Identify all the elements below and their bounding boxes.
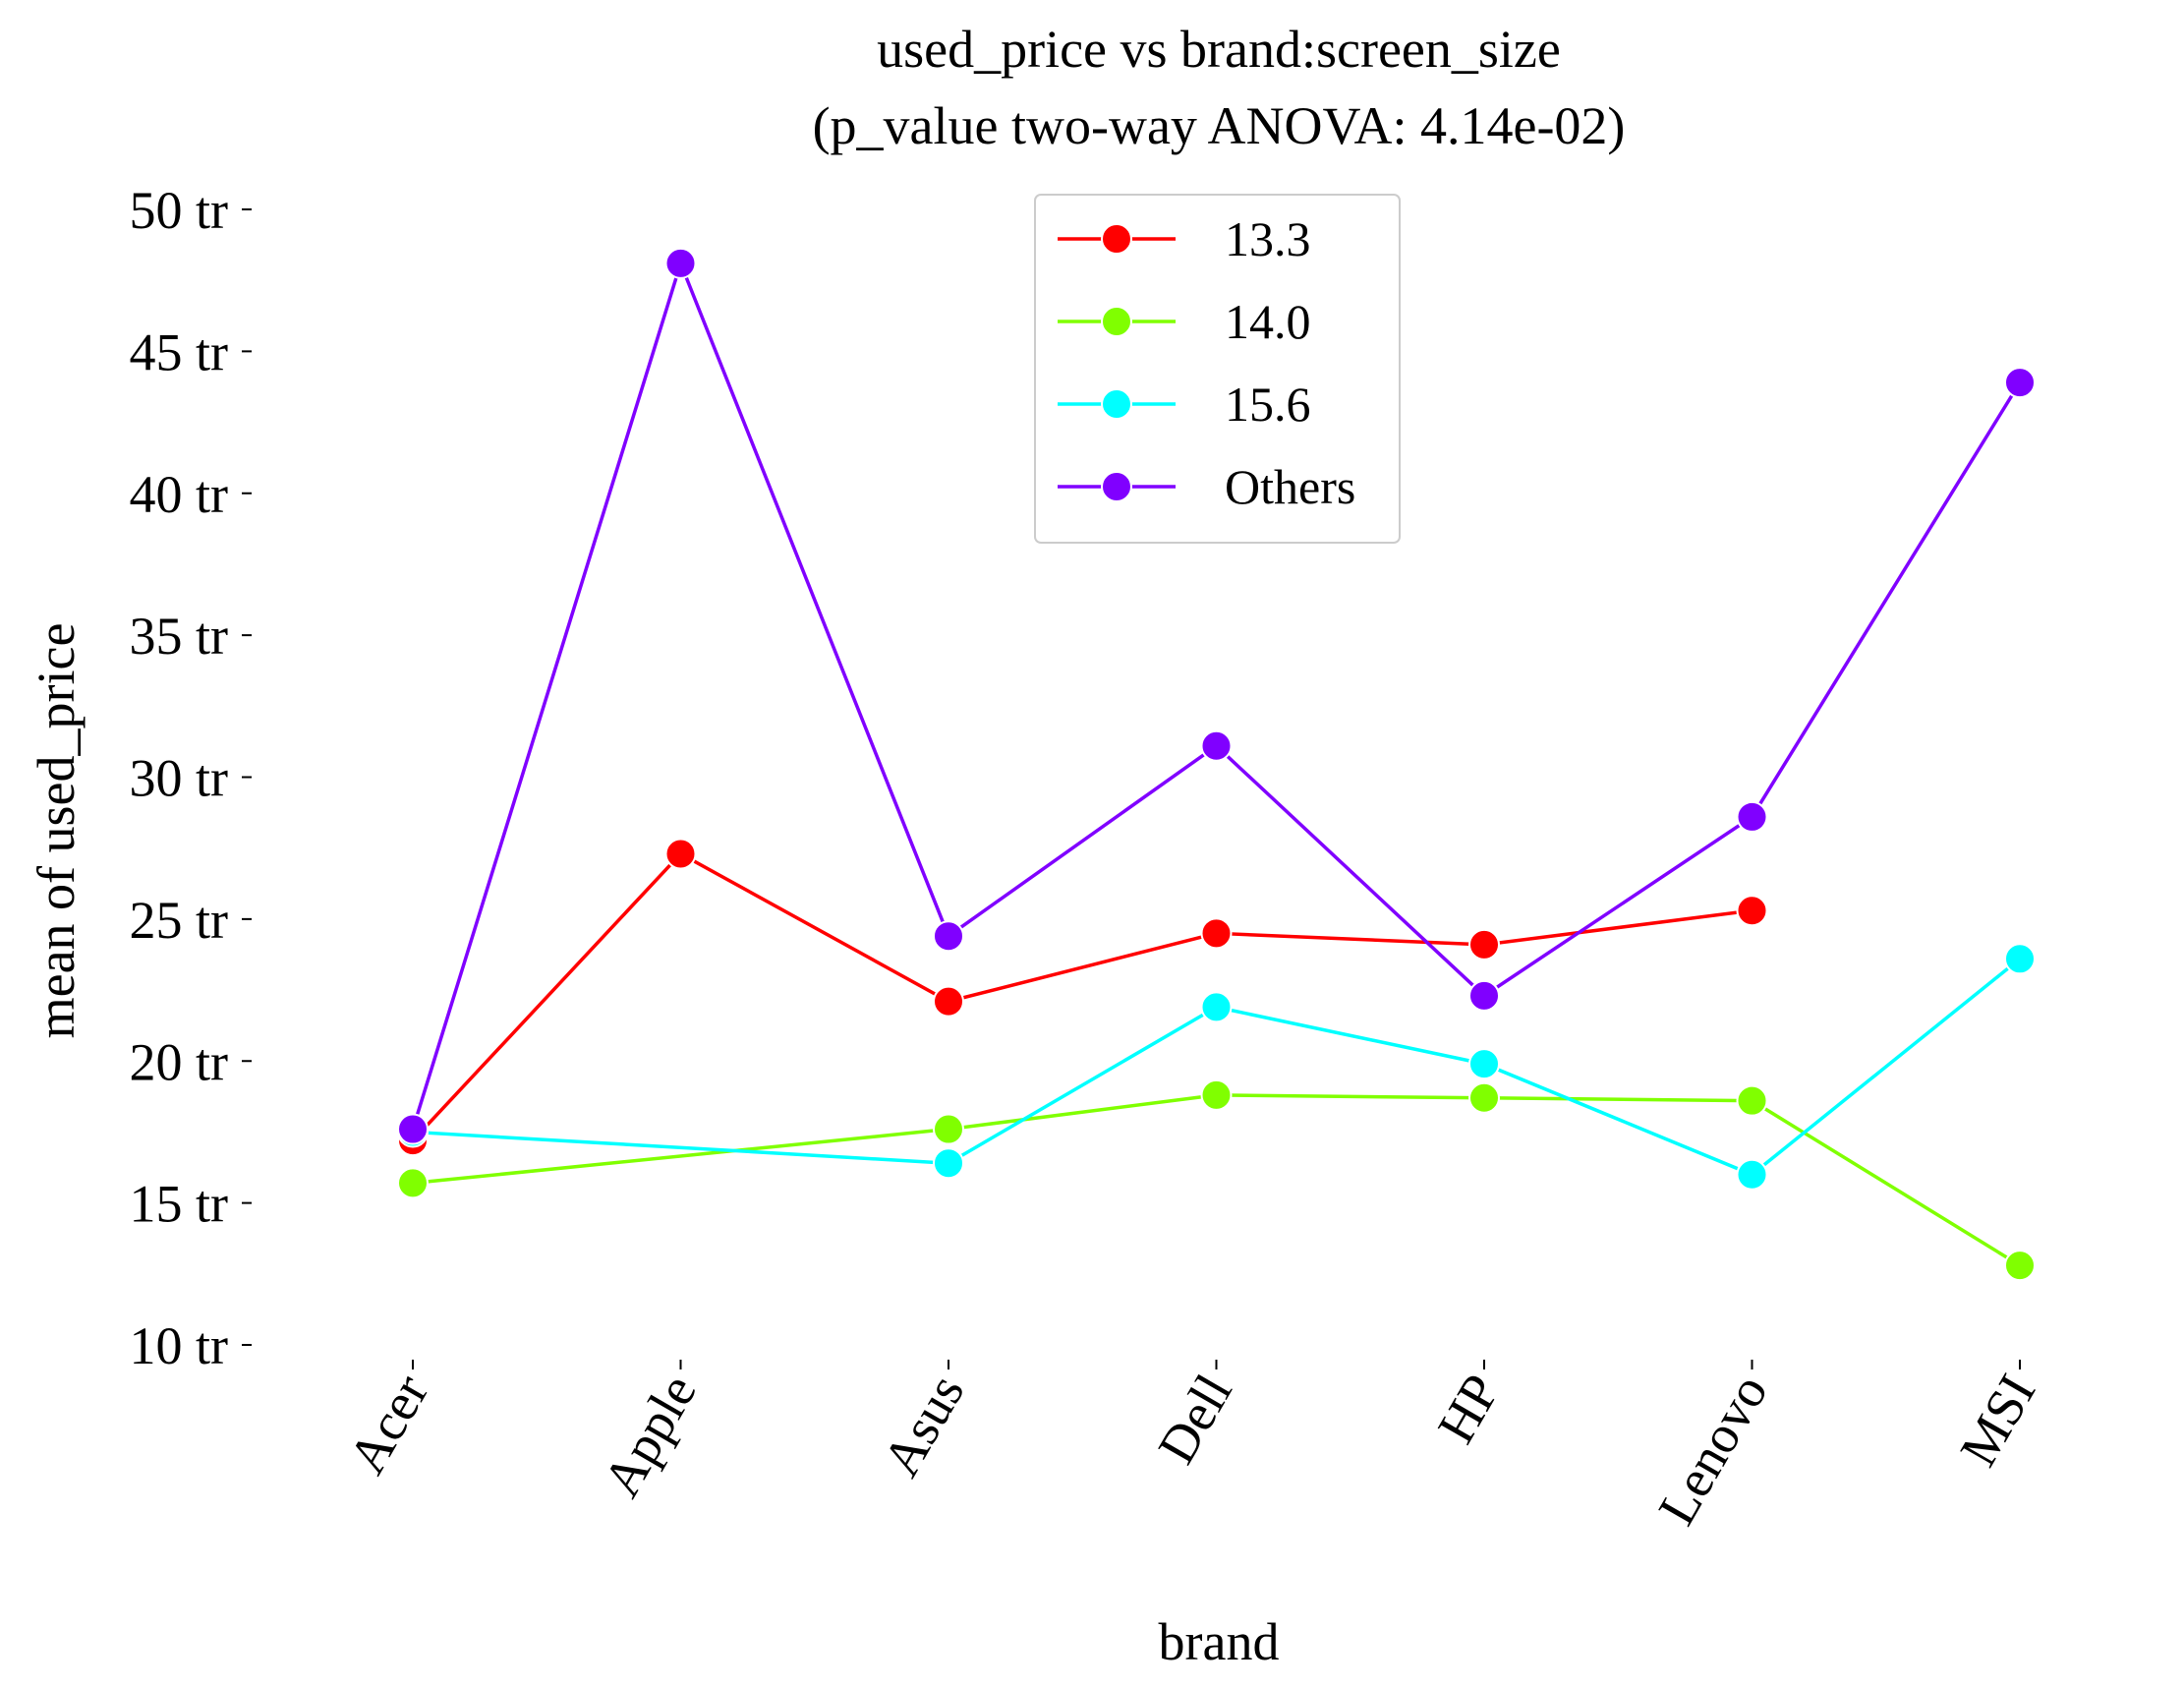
- chart-title: used_price vs brand:screen_size: [877, 20, 1561, 79]
- series-Others: [397, 247, 2036, 1145]
- data-point: [664, 838, 697, 870]
- x-tick-label: Apple: [592, 1365, 708, 1506]
- legend-label: 14.0: [1225, 294, 1311, 349]
- data-point: [933, 1147, 964, 1180]
- y-tick-label: 30 tr: [130, 749, 229, 808]
- legend-label: 15.6: [1225, 377, 1311, 432]
- x-axis: Acer Apple Asus Dell HP Lenovo MSI: [337, 1360, 2046, 1535]
- y-tick-label: 20 tr: [130, 1032, 229, 1091]
- legend-item: 15.6: [1058, 377, 1311, 432]
- series-layer: [397, 247, 2036, 1282]
- data-point: [1468, 979, 1500, 1012]
- y-tick-label: 15 tr: [130, 1175, 229, 1234]
- data-point: [1200, 917, 1233, 950]
- legend-marker: [1101, 223, 1132, 255]
- legend-marker: [1101, 388, 1132, 420]
- data-point: [1468, 1048, 1500, 1080]
- data-point: [397, 1113, 429, 1145]
- legend-item: 13.3: [1058, 211, 1311, 266]
- series-line: [412, 1093, 2021, 1267]
- legend-label: 13.3: [1225, 211, 1311, 266]
- data-point: [664, 247, 697, 279]
- y-tick-label: 25 tr: [130, 891, 229, 950]
- legend-label: Others: [1225, 459, 1355, 514]
- y-tick-label: 35 tr: [130, 607, 229, 666]
- data-point: [933, 985, 964, 1018]
- data-point: [1468, 1081, 1500, 1114]
- legend-item: Others: [1058, 459, 1355, 514]
- data-point: [1736, 1084, 1768, 1117]
- x-tick-label: Lenovo: [1646, 1365, 1778, 1535]
- series-14.0: [397, 1078, 2036, 1282]
- series-line: [412, 957, 2022, 1177]
- legend-marker: [1101, 306, 1132, 337]
- data-point: [1736, 1158, 1768, 1191]
- legend-item: 14.0: [1058, 294, 1311, 349]
- x-tick-label: MSI: [1948, 1365, 2046, 1476]
- data-point: [1468, 928, 1500, 961]
- x-tick-label: Dell: [1146, 1365, 1242, 1474]
- y-axis: 10 tr 15 tr 20 tr 25 tr 30 tr 35 tr 40 tr 45 tr…: [130, 181, 252, 1375]
- legend-frame: [1034, 194, 1401, 544]
- data-point: [1200, 729, 1233, 762]
- data-point: [1736, 895, 1768, 927]
- x-tick-label: Acer: [337, 1365, 439, 1484]
- data-point: [2004, 1250, 2036, 1282]
- y-tick-label: 10 tr: [130, 1316, 229, 1375]
- series-line: [411, 851, 1753, 1142]
- legend-marker: [1101, 471, 1132, 502]
- chart-subtitle: (p_value two-way ANOVA: 4.14e-02): [813, 96, 1626, 155]
- x-tick-label: HP: [1426, 1365, 1511, 1453]
- y-tick-label: 50 tr: [130, 181, 229, 240]
- y-axis-label: mean of used_price: [27, 623, 86, 1039]
- y-tick-label: 40 tr: [130, 465, 229, 524]
- data-point: [933, 1113, 964, 1145]
- y-tick-label: 45 tr: [130, 322, 229, 381]
- data-point: [1200, 991, 1233, 1023]
- series-15.6: [397, 943, 2036, 1191]
- data-point: [1200, 1078, 1233, 1111]
- data-point: [2004, 943, 2036, 975]
- data-point: [397, 1167, 429, 1199]
- legend: 13.3 14.0 15.6 Others: [1034, 194, 1401, 544]
- data-point: [2004, 367, 2036, 399]
- data-point: [1736, 800, 1768, 833]
- data-point: [933, 920, 964, 953]
- series-13.3: [397, 838, 1768, 1157]
- x-tick-label: Asus: [871, 1365, 975, 1486]
- x-axis-label: brand: [1159, 1612, 1280, 1671]
